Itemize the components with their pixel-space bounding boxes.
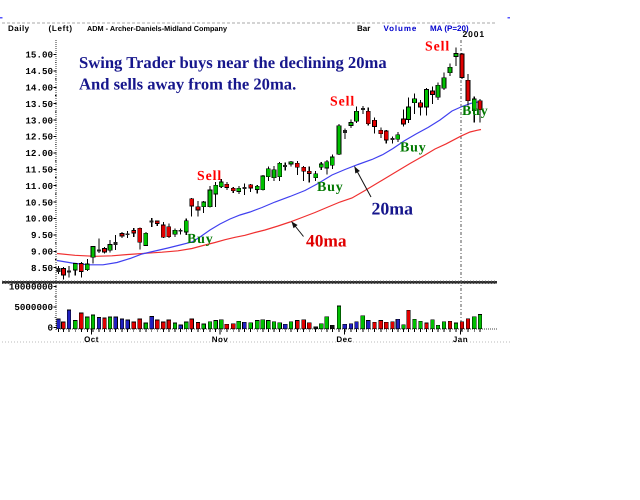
svg-text:Buy: Buy (462, 104, 489, 119)
svg-text:11.00: 11.00 (25, 181, 53, 192)
svg-text:And sells away from the 20ma.: And sells away from the 20ma. (79, 74, 296, 93)
svg-text:15.00: 15.00 (25, 50, 53, 61)
svg-text:(Left): (Left) (49, 24, 73, 33)
svg-text:14.00: 14.00 (25, 83, 53, 94)
svg-text:Buy: Buy (187, 232, 214, 247)
svg-text:0: 0 (47, 323, 53, 334)
svg-text:Sell: Sell (425, 39, 450, 54)
svg-text:Jan: Jan (453, 335, 468, 344)
svg-text:20ma: 20ma (372, 199, 414, 219)
svg-text:Volume: Volume (384, 24, 418, 33)
svg-text:Oct: Oct (84, 335, 99, 344)
svg-text:Sell: Sell (330, 93, 355, 108)
svg-text:MA (P=20): MA (P=20) (430, 24, 469, 33)
svg-text:12.50: 12.50 (25, 132, 53, 143)
svg-text:Dec: Dec (336, 335, 352, 344)
svg-text:13.00: 13.00 (25, 115, 53, 126)
svg-text:10.00: 10.00 (25, 214, 53, 225)
svg-text:9.00: 9.00 (31, 247, 53, 258)
svg-text:5000000: 5000000 (14, 302, 53, 313)
svg-text:8.50: 8.50 (31, 263, 53, 274)
svg-text:ADM - Archer-Daniels-Midland C: ADM - Archer-Daniels-Midland Company (87, 24, 228, 33)
svg-text:Daily: Daily (8, 24, 30, 33)
svg-text:2001: 2001 (463, 29, 486, 39)
svg-text:Swing Trader buys near the dec: Swing Trader buys near the declining 20m… (79, 53, 387, 72)
svg-text:Bar: Bar (357, 24, 370, 33)
svg-text:40ma: 40ma (306, 231, 347, 251)
svg-text:11.50: 11.50 (25, 165, 53, 176)
svg-text:Buy: Buy (400, 141, 427, 156)
svg-text:12.00: 12.00 (25, 148, 53, 159)
svg-text:Buy: Buy (317, 180, 344, 195)
svg-text:13.50: 13.50 (25, 99, 53, 110)
svg-text:10.50: 10.50 (25, 197, 53, 208)
svg-text:9.50: 9.50 (31, 230, 53, 241)
svg-text:14.50: 14.50 (25, 66, 53, 77)
svg-text:10000000: 10000000 (9, 282, 53, 293)
svg-text:Sell: Sell (197, 168, 222, 183)
svg-text:Nov: Nov (212, 335, 229, 344)
